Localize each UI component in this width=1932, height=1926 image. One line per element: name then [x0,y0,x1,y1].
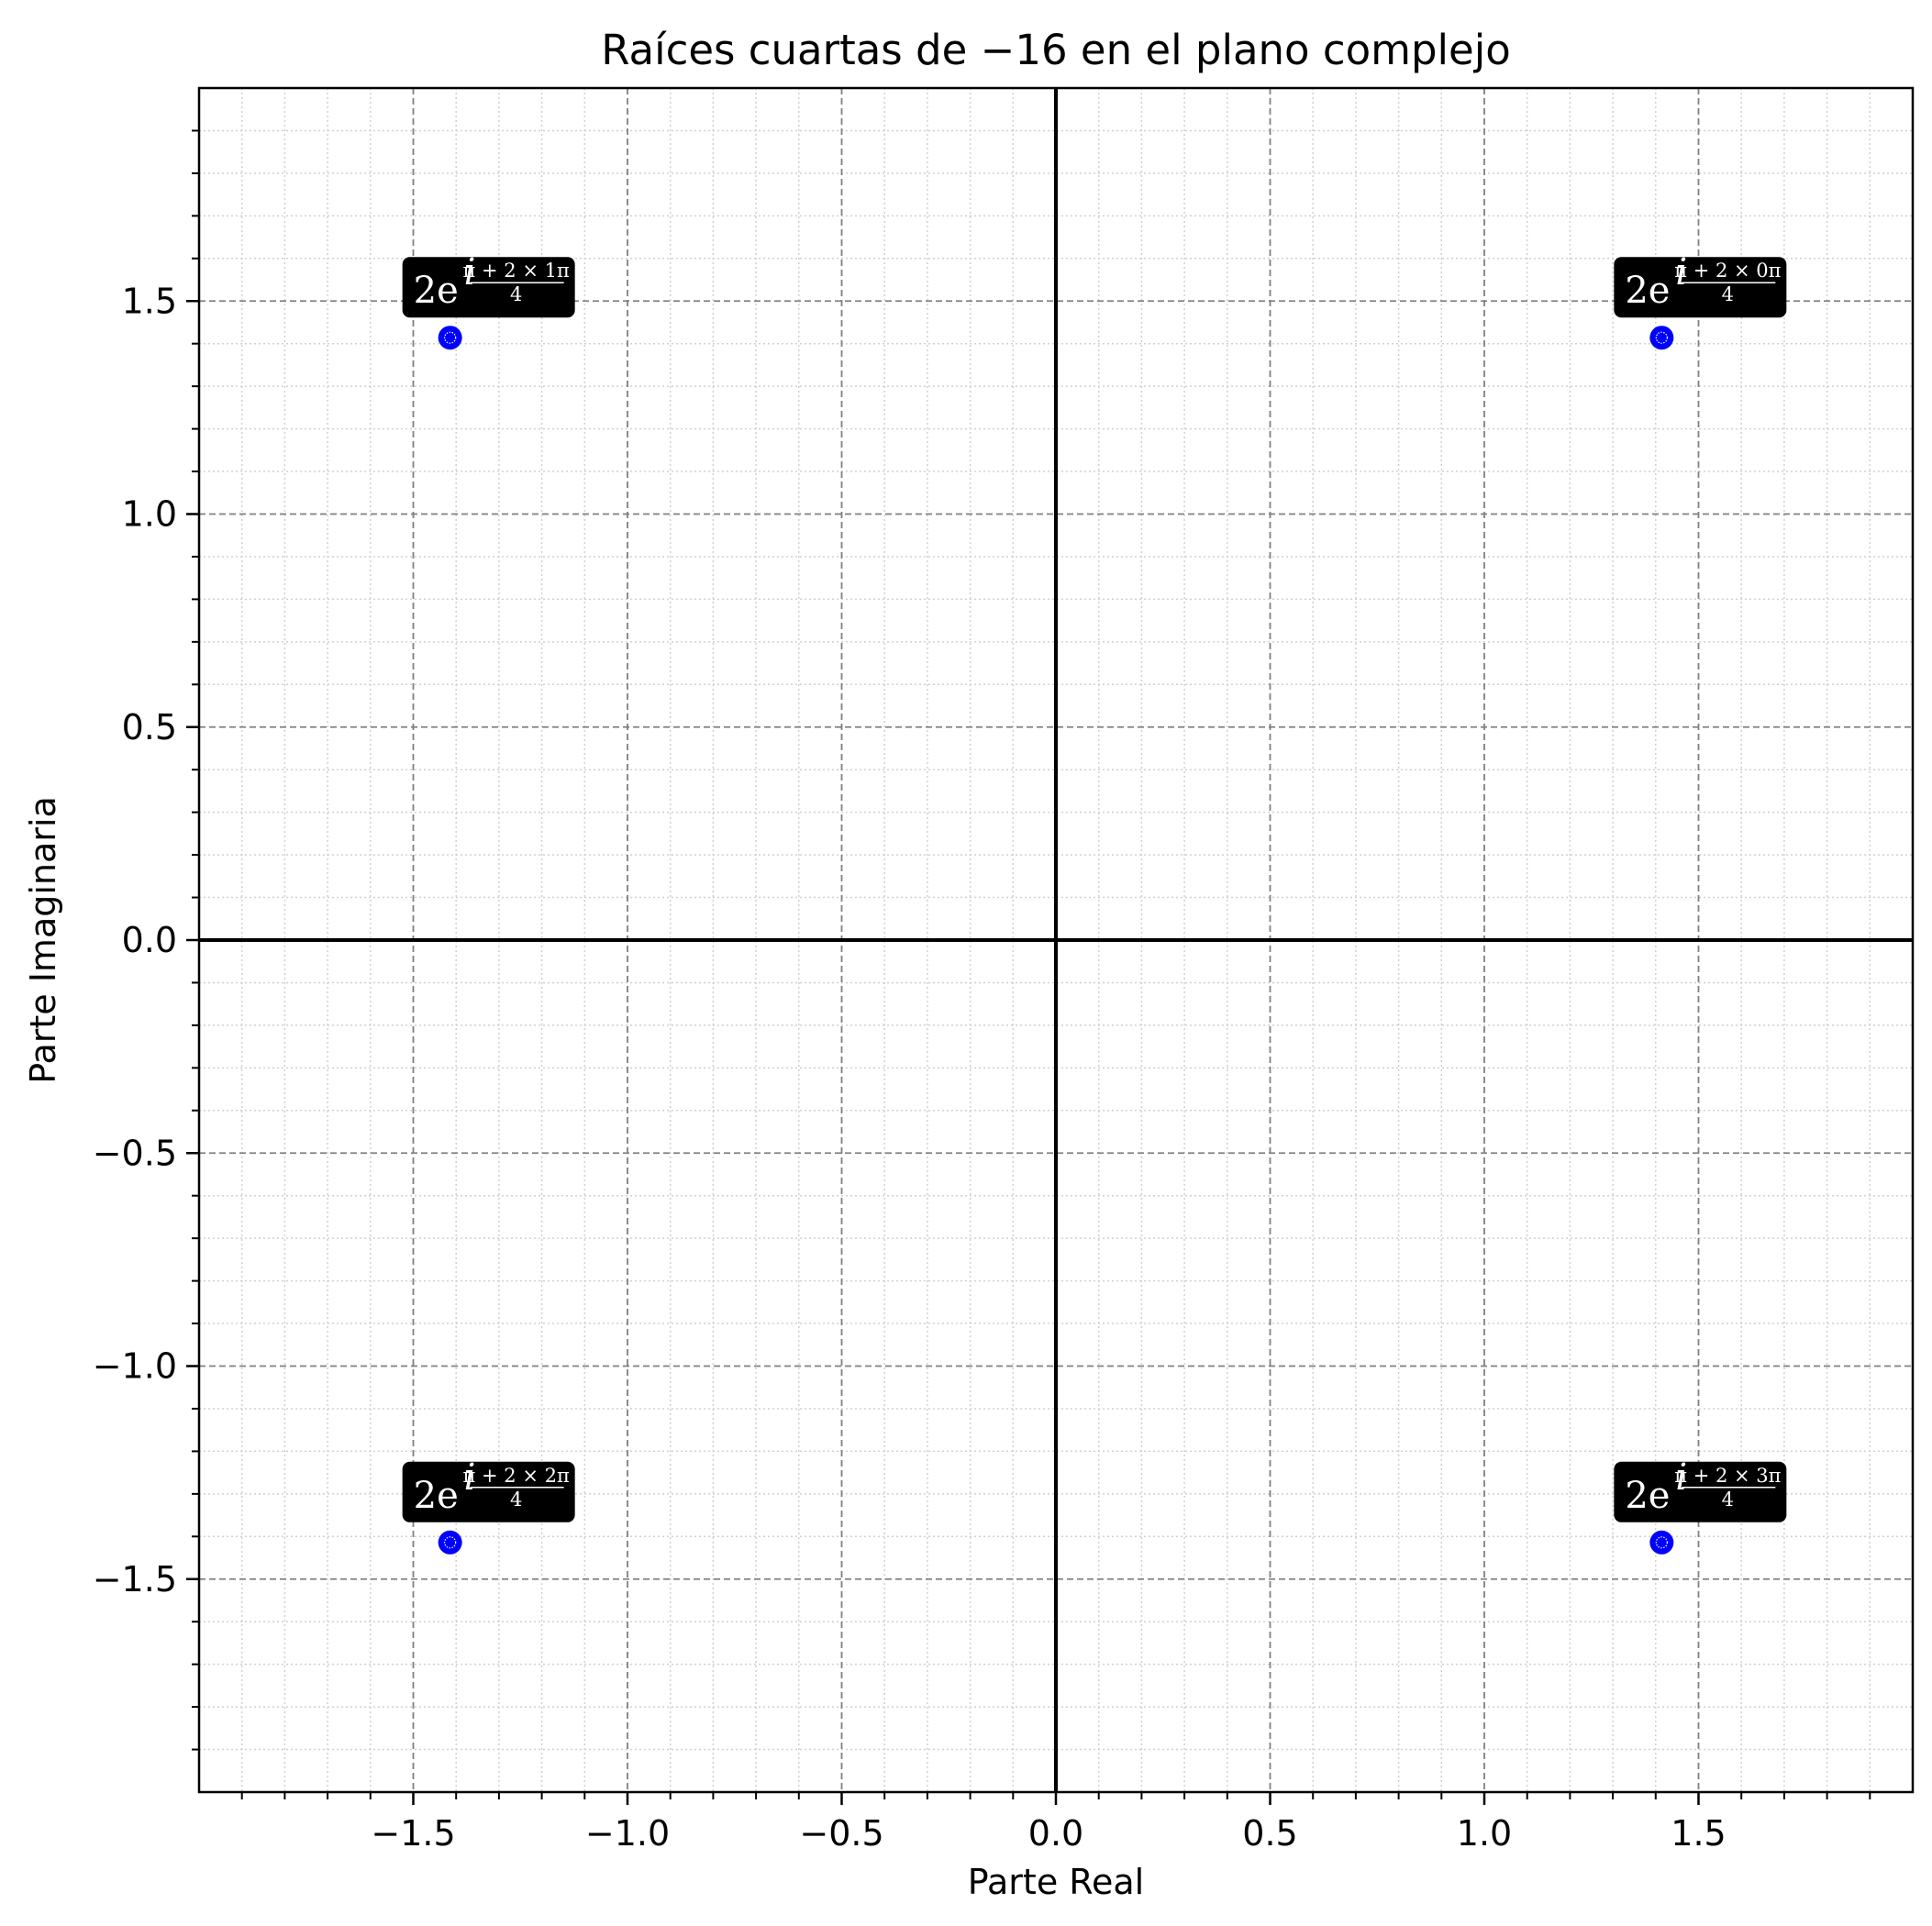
x-tick-label: −1.0 [585,1813,670,1854]
root-point-highlight [444,1536,457,1549]
x-tick-label: 0.5 [1242,1813,1297,1854]
root-label-box [402,1461,575,1522]
y-tick-label: 0.5 [122,707,177,747]
y-tick-label: −0.5 [93,1133,177,1173]
root-point [438,1530,462,1555]
root-point-highlight [1655,331,1668,344]
root-point [438,326,462,350]
zero-axes [199,88,1913,1792]
tick-labels: −1.5 −1.0 −0.5 0.0 0.5 1.0 1.5 −1.5 −1.0 −0.5 0.0 0… [93,281,1727,1854]
root-label-base: 2e [414,1475,459,1517]
x-axis-label: Parte Real [968,1862,1144,1902]
chart-title: Raíces cuartas de −16 en el plano comple… [601,26,1511,74]
root-point [1649,1530,1674,1555]
root-label-base: 2e [414,270,459,312]
root-label-exp-numerator: π + 2 × 3π [1674,1465,1781,1487]
axis-ticks [186,129,1871,1805]
root-label-box [402,257,575,318]
root-label-exp-denominator: 4 [1722,1489,1734,1511]
root-point-highlight [1655,1536,1668,1549]
root-label-box [1614,257,1787,318]
x-tick-label: 1.0 [1457,1813,1512,1854]
data-points [438,326,1674,1555]
y-axis-label: Parte Imaginaria [23,796,63,1084]
root-label-exp-numerator: π + 2 × 0π [1674,260,1781,282]
x-tick-label: −0.5 [799,1813,883,1854]
root-point-highlight [444,331,457,344]
root-point [1649,326,1674,350]
y-tick-label: −1.0 [93,1346,177,1387]
root-label-exp-numerator: π + 2 × 1π [463,260,570,282]
y-tick-label: 1.5 [122,281,177,321]
y-tick-label: 0.0 [122,920,177,960]
y-tick-label: −1.5 [93,1559,177,1599]
root-label-exp-denominator: 4 [1722,283,1734,305]
root-label-exp-denominator: 4 [510,1489,522,1511]
root-label-exp-denominator: 4 [510,283,522,305]
root-label-exp-numerator: π + 2 × 2π [463,1465,570,1487]
root-label-base: 2e [1625,1475,1670,1517]
x-tick-label: −1.5 [371,1813,455,1854]
x-tick-label: 0.0 [1028,1813,1083,1854]
y-tick-label: 1.0 [122,494,177,535]
minor-grid [199,88,1913,1792]
root-label-base: 2e [1625,270,1670,312]
x-tick-label: 1.5 [1671,1813,1726,1854]
root-label-box [1614,1461,1787,1522]
